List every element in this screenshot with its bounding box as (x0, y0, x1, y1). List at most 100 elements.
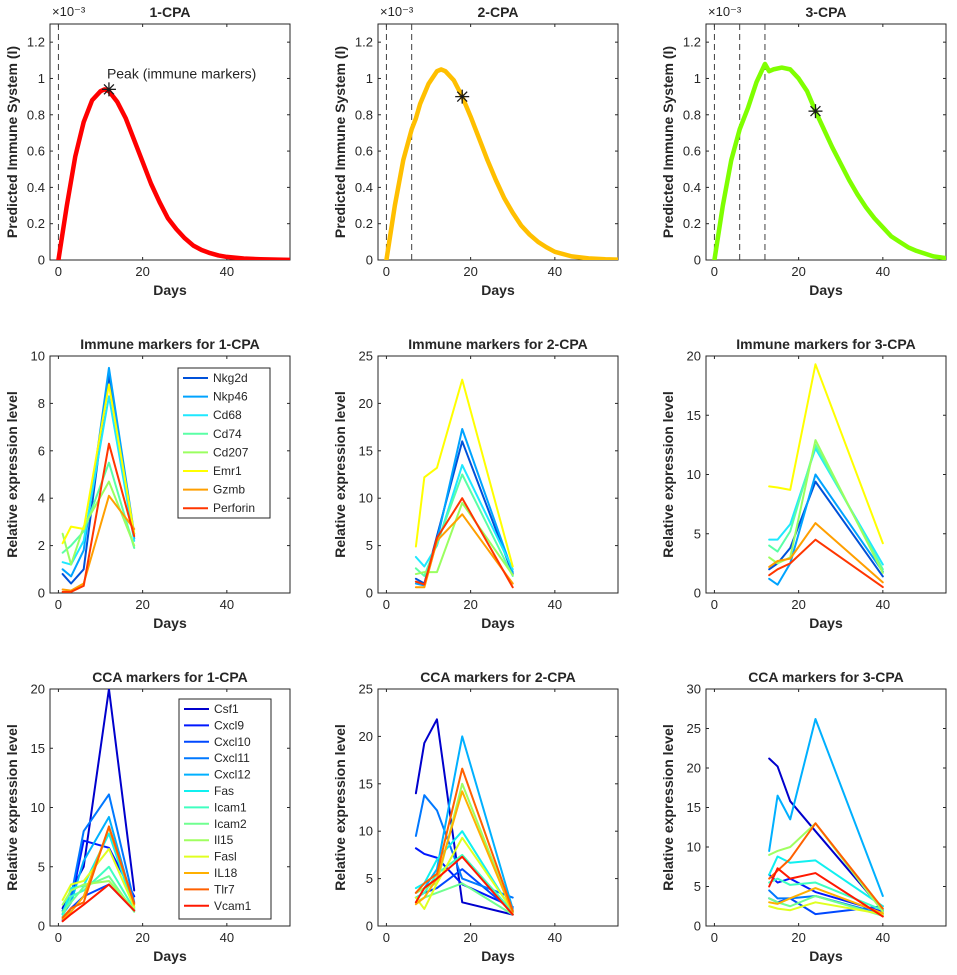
x-tick-label: 0 (55, 930, 62, 945)
chart-p22: Immune markers for 2-CPA 0 20 40 0 5 10 15 20 25 D… (332, 336, 619, 631)
series-line-1-cpa (56, 87, 290, 260)
x-axis-label: Days (153, 282, 187, 298)
series-line-nkg2d (414, 440, 514, 585)
legend-label-gzmb: Gzmb (213, 483, 245, 497)
plot-frame (377, 355, 619, 594)
y-tick-label: 5 (694, 879, 701, 894)
y-axis-label: Relative expression level (660, 724, 676, 891)
legend: Nkg2d Nkp46 Cd68 Cd74 Cd207 Emr1 Gzmb Perforin (177, 367, 271, 519)
x-tick-label: 0 (711, 264, 718, 279)
y-tick-label: 0.2 (355, 216, 373, 231)
series-line-tlr7 (61, 825, 136, 919)
y-tick-label: 0.8 (27, 107, 45, 122)
y-tick-label: 20 (359, 396, 373, 411)
series-line-icam1 (61, 865, 136, 918)
y-axis-label: Predicted Immune System (I) (4, 46, 20, 238)
plot-frame (377, 23, 619, 261)
x-tick-label: 20 (135, 597, 149, 612)
chart-p32: CCA markers for 2-CPA 0 20 40 0 5 10 15 20 25 Days… (332, 669, 619, 964)
y-tick-label: 15 (31, 741, 45, 756)
series-line-icam1 (768, 877, 884, 912)
y-tick-label: 1.2 (683, 35, 701, 50)
series-line-csf1 (414, 718, 514, 916)
x-tick-label: 20 (463, 597, 477, 612)
plot-frame (705, 23, 947, 261)
series-line-fasl (61, 847, 136, 909)
legend-label-il15: Il15 (214, 833, 234, 847)
legend-label-csf1: Csf1 (214, 702, 239, 716)
y-tick-label: 0.2 (683, 216, 701, 231)
y-tick-label: 0.8 (355, 107, 373, 122)
chart-p33: CCA markers for 3-CPA 0 20 40 0 5 10 15 20 25 30 Da… (660, 669, 947, 964)
x-tick-label: 40 (876, 930, 890, 945)
legend-label-il18: IL18 (214, 866, 238, 880)
legend-label-vcam1: Vcam1 (214, 899, 252, 913)
y-tick-label: 5 (366, 871, 373, 886)
series-line-nkp46 (61, 366, 136, 578)
y-tick-label: 0 (38, 586, 45, 601)
series-line-cd68 (61, 395, 136, 566)
chart-title: Immune markers for 1-CPA (80, 336, 259, 352)
chart-title: CCA markers for 1-CPA (92, 669, 248, 685)
y-tick-label: 0 (694, 253, 701, 268)
y-tick-label: 0.4 (355, 180, 373, 195)
y-tick-label: 15 (359, 443, 373, 458)
y-tick-label: 15 (359, 776, 373, 791)
x-axis-label: Days (153, 615, 187, 631)
peak-star-marker (455, 89, 470, 104)
plot-frame (705, 688, 947, 927)
y-tick-label: 15 (687, 408, 701, 423)
y-axis-label: Relative expression level (332, 724, 348, 891)
x-tick-label: 40 (220, 930, 234, 945)
y-axis-label: Predicted Immune System (I) (332, 46, 348, 238)
y-tick-label: 10 (31, 800, 45, 815)
y-tick-label: 20 (687, 761, 701, 776)
legend-box (178, 698, 272, 920)
x-tick-label: 20 (135, 264, 149, 279)
star-stroke (810, 105, 821, 117)
chart-title: CCA markers for 3-CPA (748, 669, 904, 685)
x-axis-label: Days (481, 948, 515, 964)
axis-exponent: ×10⁻³ (52, 4, 86, 19)
x-axis-label: Days (809, 948, 843, 964)
series-line-emr1 (768, 363, 884, 545)
series-line-tlr7 (414, 767, 514, 912)
chart-title: 3-CPA (806, 4, 847, 20)
peak-star-marker (808, 104, 823, 119)
x-tick-label: 20 (463, 930, 477, 945)
y-tick-label: 0 (38, 919, 45, 934)
y-tick-label: 0.4 (683, 180, 701, 195)
chart-p12: 2-CPA 0 20 40 0 0.2 0.4 0.6 0.8 1 1.2 Days Predicted… (332, 4, 619, 298)
legend-label-fas: Fas (214, 784, 234, 798)
chart-title: Immune markers for 2-CPA (408, 336, 587, 352)
series-line-emr1 (61, 383, 136, 545)
x-tick-label: 40 (548, 264, 562, 279)
y-tick-label: 0.2 (27, 216, 45, 231)
x-tick-label: 40 (548, 930, 562, 945)
chart-title: CCA markers for 2-CPA (420, 669, 576, 685)
series-line-vcam1 (61, 883, 136, 923)
y-tick-label: 0 (694, 586, 701, 601)
y-tick-label: 10 (31, 349, 45, 364)
series-line-3-cpa (712, 61, 946, 260)
y-tick-label: 5 (694, 526, 701, 541)
chart-p23: Immune markers for 3-CPA 0 20 40 0 5 10 15 20 Day… (660, 336, 947, 631)
x-tick-label: 20 (463, 264, 477, 279)
x-tick-label: 20 (791, 264, 805, 279)
chart-title: 2-CPA (478, 4, 519, 20)
axis-exponent: ×10⁻³ (708, 4, 742, 19)
chart-p21: Immune markers for 1-CPA 0 20 40 0 2 4 6 8 10 Days… (4, 336, 291, 631)
y-tick-label: 0.6 (27, 144, 45, 159)
x-tick-label: 40 (220, 597, 234, 612)
series-line-fas (768, 855, 884, 908)
y-tick-label: 0 (366, 919, 373, 934)
star-stroke (103, 83, 115, 95)
y-tick-label: 0 (38, 253, 45, 268)
x-tick-label: 0 (55, 597, 62, 612)
chart-title: 1-CPA (150, 4, 191, 20)
y-axis-label: Relative expression level (4, 724, 20, 891)
y-tick-label: 20 (359, 729, 373, 744)
legend-label-icam1: Icam1 (214, 800, 247, 814)
x-tick-label: 20 (791, 597, 805, 612)
